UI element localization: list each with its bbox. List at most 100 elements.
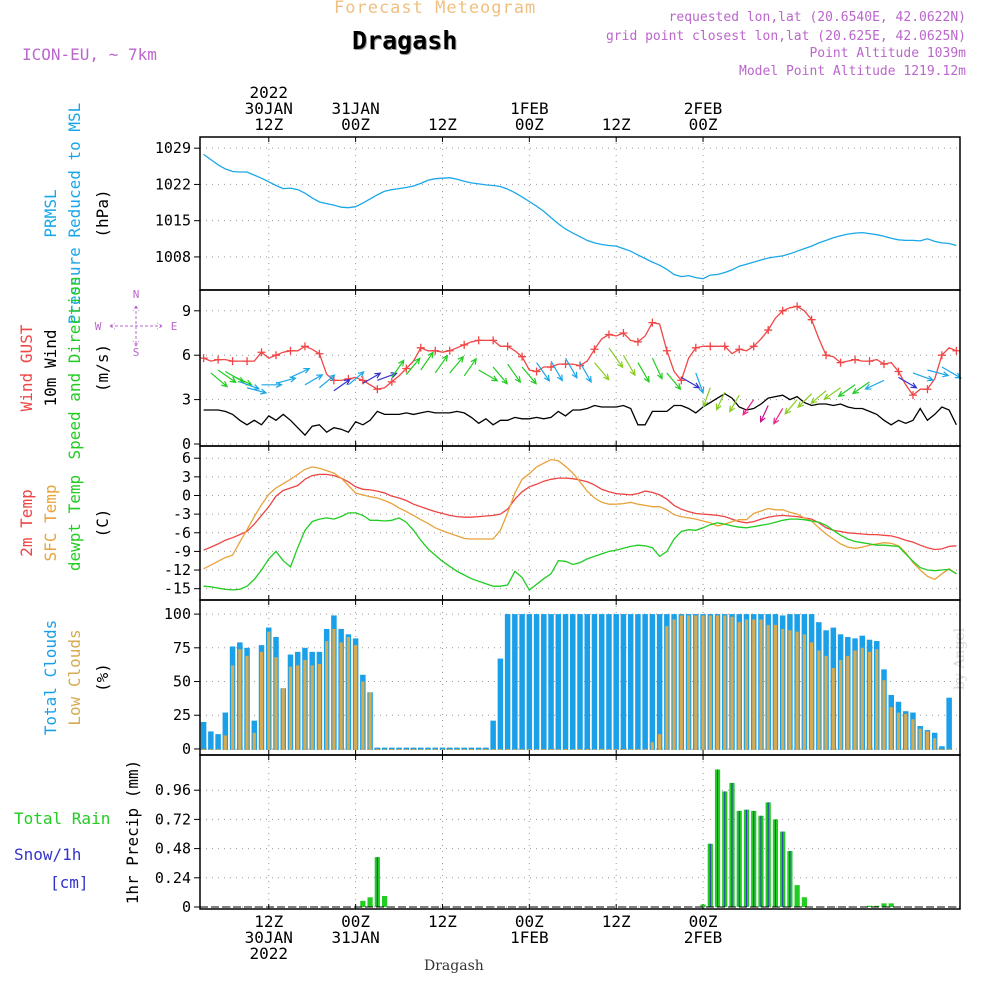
series-sfc-line [203, 458, 957, 581]
total-cloud-bar [570, 614, 576, 750]
panel-label: (m/s) [93, 344, 112, 392]
panel-precip: 0 0.24 0.48 0.72 0.96 Total Rain Snow/1h [cm] 1h… [14, 754, 961, 916]
y-tick-label: -15 [164, 580, 191, 598]
low-cloud-bar [426, 748, 430, 750]
low-cloud-bar [947, 748, 951, 750]
low-cloud-bar [332, 628, 336, 750]
gust-marker [952, 346, 961, 355]
low-cloud-bar [788, 630, 792, 750]
low-cloud-bar [686, 615, 691, 750]
gust-marker [489, 336, 498, 345]
gust-marker [272, 351, 280, 360]
gust-marker [373, 385, 382, 394]
low-cloud-bar [846, 655, 850, 750]
bottom-time-label: 00Z [341, 912, 370, 931]
panel-label: (C) [93, 509, 112, 538]
wind-arrow [681, 376, 701, 389]
product-title: Forecast Meteogram [334, 0, 537, 18]
gust-marker [836, 358, 845, 367]
total-cloud-bar [222, 712, 229, 750]
low-cloud-bar [303, 659, 307, 750]
low-cloud-bar [853, 650, 857, 750]
low-cloud-bar [723, 615, 727, 750]
wind-arrow [702, 387, 711, 408]
total-cloud-bar [627, 614, 634, 750]
series-gust-line [203, 305, 957, 397]
wind-arrow [797, 393, 813, 409]
low-cloud-bar [281, 688, 285, 750]
total-cloud-bar [656, 614, 663, 750]
panel-label: (%) [93, 663, 112, 692]
total-cloud-bar [396, 747, 402, 750]
y-tick-label: 0.96 [155, 781, 191, 799]
wind-arrow [637, 362, 650, 384]
low-cloud-bar [715, 615, 720, 750]
y-tick-label: 75 [173, 639, 191, 657]
low-cloud-bar [933, 738, 937, 750]
panel-label: PRMSL [41, 189, 60, 237]
low-cloud-bar [520, 748, 524, 750]
panel-label: 10m Wind [41, 329, 60, 406]
gust-marker [778, 306, 787, 315]
low-cloud-bar [238, 649, 242, 750]
wind-arrow [405, 357, 421, 375]
wind-arrow [729, 394, 740, 413]
total-cloud-bar [541, 614, 547, 750]
low-cloud-bar [440, 748, 445, 750]
total-cloud-bar [446, 747, 453, 750]
low-cloud-bar [875, 649, 879, 750]
y-tick-label: 50 [173, 673, 191, 691]
low-cloud-bar [744, 619, 749, 750]
total-cloud-bar [381, 747, 388, 750]
wind-arrow [492, 366, 509, 385]
gust-marker [691, 343, 700, 352]
precip-label-snow: Snow/1h [14, 845, 81, 864]
wind-arrow [565, 357, 578, 380]
low-cloud-bar [267, 631, 271, 750]
low-cloud-bar [882, 680, 886, 750]
gust-marker [633, 337, 642, 346]
low-cloud-bar [448, 748, 452, 750]
panel-frame [199, 445, 961, 601]
low-cloud-bar [469, 748, 474, 750]
low-cloud-bar [614, 748, 618, 750]
low-cloud-bar [817, 650, 821, 750]
y-tick-label: 0 [182, 740, 191, 758]
y-tick-label: 1008 [155, 248, 191, 266]
compass-n: N [133, 288, 140, 301]
gust-marker [474, 336, 483, 345]
rain-bar [700, 904, 706, 907]
total-cloud-bar [635, 614, 641, 750]
location-title: Dragash [352, 26, 458, 55]
low-cloud-bar [766, 624, 770, 750]
rain-bar [874, 905, 880, 907]
gust-marker [937, 351, 946, 360]
rain-bar [888, 903, 894, 907]
wind-arrow [837, 384, 856, 398]
bottom-time-label: 00Z [515, 912, 544, 931]
series-2m-line [203, 473, 957, 551]
low-cloud-bar [911, 719, 915, 750]
low-cloud-bar [694, 615, 698, 750]
panel-label: 2m Temp [17, 489, 36, 556]
wind-arrow [275, 376, 297, 384]
low-cloud-bar [737, 622, 741, 750]
low-cloud-bar [679, 615, 683, 750]
low-cloud-bar [259, 651, 264, 750]
panel-wind: 0 3 6 9 Wind GUST 10m Wind Speed and Direction… [17, 276, 962, 460]
total-cloud-bar [475, 747, 482, 750]
precip-label-rain: Total Rain [14, 809, 110, 828]
total-cloud-bar [946, 697, 952, 750]
gust-marker [460, 340, 469, 349]
total-cloud-bar [497, 658, 504, 750]
total-cloud-bar [215, 734, 221, 750]
gust-marker [503, 342, 512, 351]
total-cloud-bar [454, 747, 460, 750]
wind-arrow [594, 362, 610, 381]
low-cloud-bar [918, 728, 922, 750]
y-tick-label: 0.24 [155, 869, 191, 887]
y-tick-label: 1022 [155, 175, 191, 193]
total-cloud-bar [598, 614, 605, 750]
low-cloud-bar [578, 748, 582, 750]
